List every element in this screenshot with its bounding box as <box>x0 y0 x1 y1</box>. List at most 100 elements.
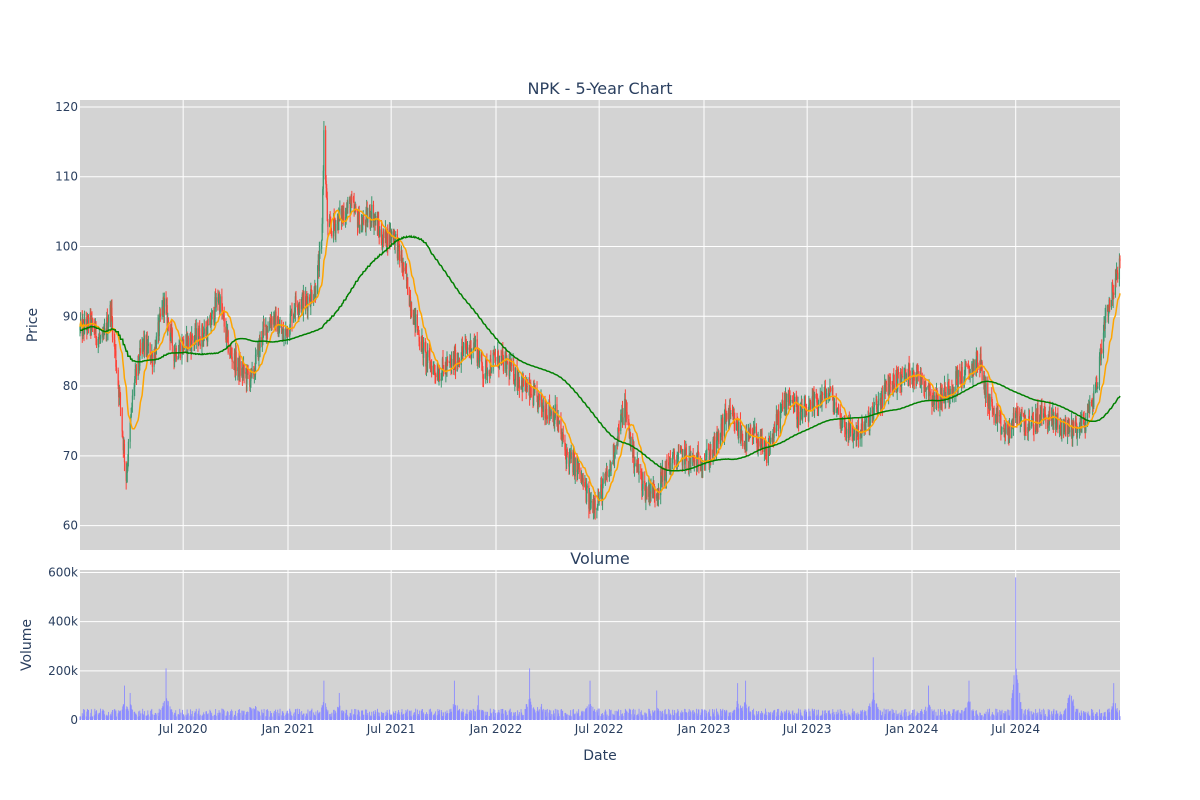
candle-body <box>872 414 874 419</box>
volume-bar <box>413 712 415 720</box>
candle-body <box>905 373 907 380</box>
volume-bar <box>275 709 276 720</box>
candle-body <box>325 180 327 189</box>
volume-bar <box>369 711 370 720</box>
candle-body <box>666 459 668 463</box>
candle-body <box>1000 428 1003 435</box>
volume-bar <box>924 709 925 720</box>
volume-bar <box>592 710 594 720</box>
candle-body <box>214 297 216 320</box>
volume-bar <box>676 712 678 720</box>
candle-body <box>191 334 193 352</box>
volume-bar <box>402 714 404 720</box>
volume-bar <box>510 713 512 720</box>
volume-bar <box>786 709 788 720</box>
volume-bar <box>540 706 542 720</box>
candle-body <box>613 457 616 461</box>
candle-body <box>397 240 399 259</box>
candle-body <box>525 378 527 391</box>
candle-body <box>670 463 672 470</box>
candle-body <box>1115 272 1118 279</box>
candle-body <box>391 231 393 238</box>
volume-bar <box>461 711 463 720</box>
candle-body <box>1117 272 1119 280</box>
candle-body <box>226 327 228 334</box>
volume-bar <box>526 706 528 720</box>
volume-bar <box>821 714 823 720</box>
volume-bar <box>426 716 428 720</box>
volume-bar <box>565 713 567 720</box>
volume-bar <box>127 710 129 720</box>
volume-bar <box>645 713 647 720</box>
volume-bar <box>709 709 711 720</box>
volume-bar <box>265 716 267 720</box>
volume-bar <box>444 711 446 720</box>
volume-bar <box>1007 709 1009 720</box>
candle-body <box>485 360 487 361</box>
volume-bar <box>1116 708 1118 720</box>
candle-body <box>1089 401 1091 410</box>
volume-bar <box>416 709 418 720</box>
candle-body <box>589 494 591 510</box>
candle-body <box>775 414 777 433</box>
candle-body <box>501 355 503 358</box>
candle-body <box>664 469 666 475</box>
volume-bar <box>610 710 611 720</box>
volume-bar <box>730 712 732 720</box>
volume-bar <box>732 711 734 720</box>
candle-body <box>604 478 606 480</box>
volume-bar <box>917 713 919 720</box>
volume-bar <box>897 715 899 720</box>
volume-bar <box>290 715 292 720</box>
candle-body <box>317 265 319 295</box>
volume-bar <box>482 709 484 720</box>
volume-bar <box>662 713 664 720</box>
volume-bar <box>940 709 941 720</box>
volume-bar <box>618 709 619 720</box>
volume-bar <box>637 713 639 720</box>
candle-body <box>207 324 209 326</box>
volume-bar <box>1001 709 1003 720</box>
volume-bar <box>1003 712 1005 720</box>
candle-body <box>865 417 868 421</box>
volume-bar <box>1087 713 1088 720</box>
volume-bar <box>278 713 280 720</box>
candle-body <box>197 328 199 345</box>
volume-bar <box>277 709 279 720</box>
candle-body <box>514 367 516 381</box>
volume-bar <box>529 698 531 720</box>
candle-body <box>750 429 752 432</box>
volume-bar <box>692 709 694 720</box>
volume-bar <box>584 711 586 720</box>
candle-body <box>461 346 463 353</box>
volume-bar <box>151 708 153 720</box>
candle-body <box>596 508 598 510</box>
price-grid <box>80 100 1120 550</box>
candle-body <box>614 445 616 458</box>
candle-body <box>760 436 763 448</box>
volume-bar <box>980 715 982 720</box>
candle-body <box>586 485 588 488</box>
volume-bar <box>1096 712 1098 720</box>
volume-bar <box>925 706 927 720</box>
volume-bar <box>425 715 427 720</box>
volume-bar <box>856 714 858 720</box>
volume-bar <box>522 715 524 720</box>
volume-bar <box>86 711 88 720</box>
candle-body <box>243 365 245 374</box>
volume-bar <box>753 714 755 720</box>
volume-bar <box>428 709 430 720</box>
volume-bar <box>309 711 311 720</box>
candle-body <box>1102 332 1105 353</box>
volume-bar <box>1047 716 1049 720</box>
volume-bar <box>522 715 524 720</box>
volume-bar <box>273 712 275 720</box>
candle-body <box>530 383 532 395</box>
candle-body <box>209 316 212 327</box>
candle-body <box>469 349 471 351</box>
volume-bar <box>778 708 780 720</box>
volume-bar <box>378 715 380 720</box>
candle-body <box>380 229 383 243</box>
volume-bar <box>536 710 538 720</box>
volume-bar <box>849 714 851 720</box>
